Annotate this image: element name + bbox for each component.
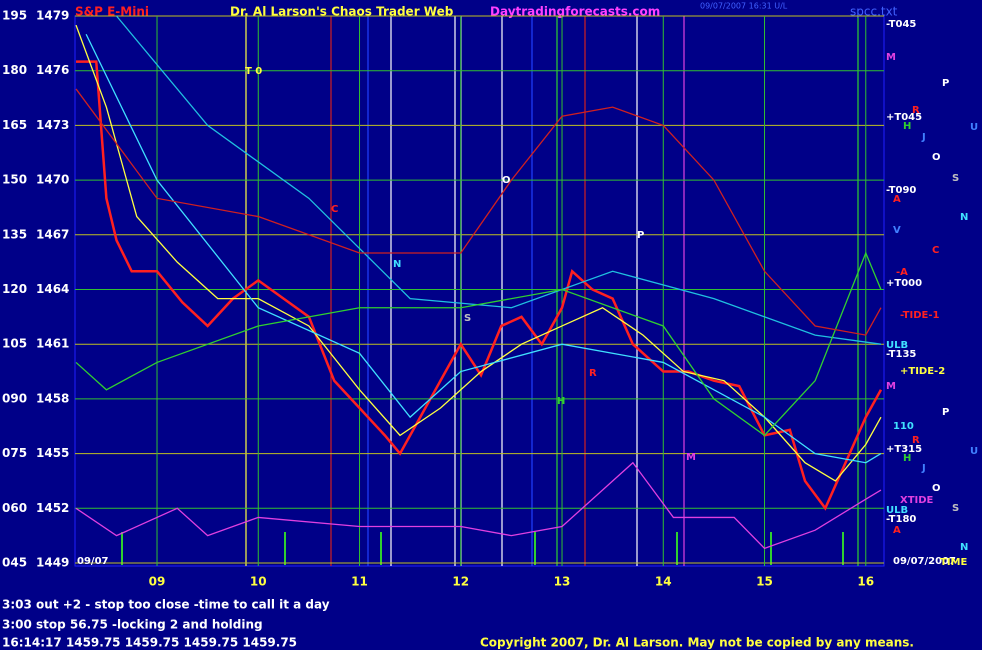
annotation: H (903, 453, 911, 464)
x-tick-label: 16 (857, 575, 874, 589)
x-tick-label: 11 (351, 575, 368, 589)
y-tick-label: 1458 (36, 391, 69, 405)
y-tick-label: 1467 (36, 227, 69, 241)
x-tick-label: 10 (250, 575, 267, 589)
annotation: N (393, 259, 401, 270)
series-line (85, 33, 882, 464)
y-tick-label: 1479 (36, 9, 69, 23)
y-tick-label: 1449 (36, 556, 69, 570)
y2-tick-label: 120 (2, 282, 27, 296)
series-line (75, 88, 882, 336)
series-line (75, 461, 882, 550)
annotation: -T135 (886, 349, 916, 360)
note: 16:14:17 1459.75 1459.75 1459.75 1459.75 (2, 636, 297, 650)
y2-tick-label: 180 (2, 63, 27, 77)
y-tick-label: 1455 (36, 446, 69, 460)
annotation: ULB (886, 340, 908, 351)
y-tick-label: 1464 (36, 282, 69, 296)
y-tick-label: 1473 (36, 118, 69, 132)
annotation: N (960, 542, 968, 553)
annotation: 09/07/2007 (893, 556, 956, 567)
annotation: U (970, 122, 978, 133)
y2-tick-label: 075 (2, 446, 27, 460)
y-tick-label: 1461 (36, 337, 69, 351)
y2-tick-label: 165 (2, 118, 27, 132)
annotation: M (686, 452, 696, 463)
annotation: N (960, 212, 968, 223)
annotation: -TIDE-1 (900, 310, 940, 321)
annotation: A (893, 525, 901, 536)
annotation: O (502, 175, 511, 186)
annotation: -A (896, 267, 908, 278)
annotation: C (932, 245, 939, 256)
title: S&P E-Mini (75, 5, 149, 19)
note: 3:00 stop 56.75 -locking 2 and holding (2, 618, 263, 632)
note: 3:03 out +2 - stop too close -time to ca… (2, 598, 330, 612)
annotation: P (942, 407, 949, 418)
annotation: M (886, 381, 896, 392)
x-tick-label: 14 (655, 575, 672, 589)
annotation: -T180 (886, 514, 916, 525)
annotation: +T045 (886, 112, 922, 123)
y2-tick-label: 150 (2, 173, 27, 187)
annotation: R (589, 368, 597, 379)
annotation: +T315 (886, 444, 922, 455)
annotation: M (886, 52, 896, 63)
annotation: P (637, 230, 644, 241)
y2-tick-label: 045 (2, 556, 27, 570)
copyright: Copyright 2007, Dr. Al Larson. May not b… (480, 636, 914, 650)
annotation: T 0 (245, 66, 262, 77)
subtitle: Dr. Al Larson's Chaos Trader Web (230, 5, 454, 19)
stamp: 09/07/2007 16:31 U/L (700, 2, 788, 11)
annotation: O (932, 483, 941, 494)
annotation: +TIDE-2 (900, 366, 945, 377)
annotation: J (921, 132, 926, 143)
annotation: -T090 (886, 185, 916, 196)
annotation: J (921, 463, 926, 474)
annotation: V (893, 225, 901, 236)
annotation: S (464, 313, 471, 324)
annotation: ULB (886, 505, 908, 516)
annotation: U (970, 446, 978, 457)
annotation: TIME (940, 557, 967, 568)
x-tick-label: 12 (452, 575, 469, 589)
annotation: H (903, 121, 911, 132)
annotation: 110 (893, 421, 914, 432)
file-name: spcc.txt (850, 5, 898, 19)
annotation: S (952, 173, 959, 184)
annotation: -T045 (886, 19, 916, 30)
y2-tick-label: 090 (2, 391, 27, 405)
x-tick-label: 15 (756, 575, 773, 589)
annotation: A (893, 194, 901, 205)
x-tick-label: 09 (149, 575, 166, 589)
annotation: 09/07 (77, 556, 109, 567)
cycle-spikes (121, 532, 844, 565)
y2-tick-label: 060 (2, 501, 27, 515)
y-tick-label: 1452 (36, 501, 69, 515)
annotation: O (932, 152, 941, 163)
annotation: S (952, 503, 959, 514)
x-tick-label: 13 (554, 575, 571, 589)
annotation: +T000 (886, 278, 922, 289)
series-line (75, 24, 882, 482)
annotation: C (331, 204, 338, 215)
series-line (75, 251, 882, 437)
y2-tick-label: 135 (2, 227, 27, 241)
annotation: H (557, 396, 565, 407)
y2-tick-label: 195 (2, 9, 27, 23)
site: Daytradingforecasts.com (490, 5, 660, 19)
annotation: P (942, 78, 949, 89)
series-line (116, 15, 882, 345)
annotation: R (912, 435, 920, 446)
y-tick-label: 1476 (36, 63, 69, 77)
y-tick-label: 1470 (36, 173, 69, 187)
annotation: R (912, 105, 920, 116)
y2-tick-label: 105 (2, 337, 27, 351)
series-line (76, 60, 883, 511)
annotation: XTIDE (900, 495, 934, 506)
